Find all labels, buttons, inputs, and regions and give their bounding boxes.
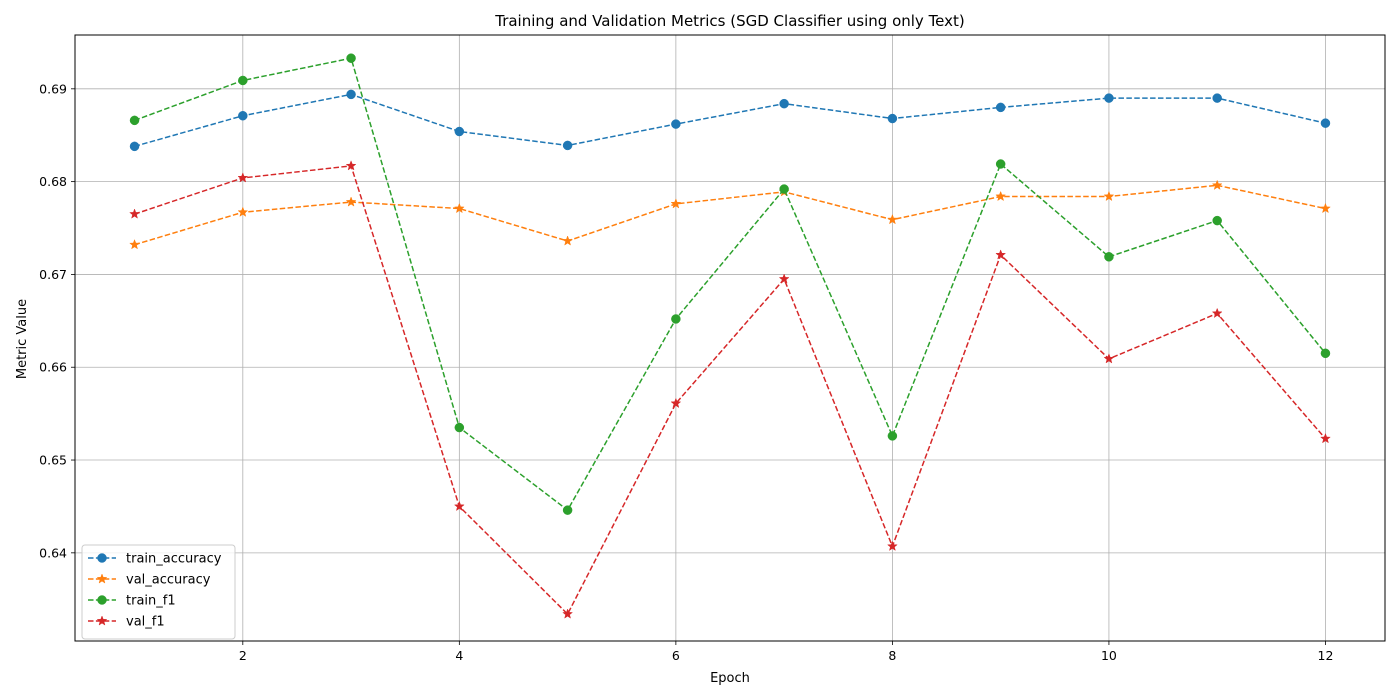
legend-marker [97, 595, 107, 605]
y-tick-label: 0.67 [39, 267, 67, 282]
x-tick-label: 12 [1318, 648, 1334, 663]
data-point [886, 213, 898, 225]
data-point [129, 239, 140, 250]
plot-area-frame [74, 34, 1386, 642]
data-point [346, 53, 356, 63]
y-tick-label: 0.66 [39, 360, 67, 375]
x-tick-label: 4 [455, 648, 463, 663]
data-point [1320, 118, 1331, 128]
data-point [453, 202, 465, 214]
legend-entry-val_accuracy: val_accuracy [88, 573, 211, 588]
legend-box [81, 544, 236, 640]
data-point [887, 113, 898, 124]
data-point [995, 159, 1006, 169]
data-point [562, 505, 573, 515]
series-line-val_f1 [134, 165, 1327, 616]
data-point [562, 235, 574, 246]
data-point [345, 160, 357, 171]
legend-marker [96, 573, 108, 584]
data-point [1320, 348, 1331, 359]
y-tick-label: 0.64 [39, 545, 67, 560]
x-tick-label: 6 [672, 648, 680, 663]
legend-entry-train_accuracy: train_accuracy [88, 552, 222, 567]
x-tick-label: 10 [1101, 648, 1117, 663]
data-point [1211, 179, 1223, 190]
data-point [671, 314, 681, 324]
data-point [670, 397, 682, 409]
chart-title: Training and Validation Metrics (SGD Cla… [494, 12, 965, 30]
data-point [129, 208, 140, 219]
legend: train_accuracy val_accuracy train_f1 val_f1 [81, 544, 236, 640]
y-tick-label: 0.69 [39, 81, 67, 96]
data-point [1104, 93, 1114, 103]
data-point [454, 422, 465, 433]
series-train_f1 [129, 53, 1331, 515]
data-point [778, 273, 790, 284]
data-point [453, 500, 465, 512]
data-point [562, 608, 574, 619]
series-train_accuracy [129, 89, 1331, 152]
legend-label: val_accuracy [126, 573, 211, 588]
data-point [1320, 432, 1331, 444]
data-point [1103, 190, 1115, 202]
x-tick-label: 8 [888, 648, 896, 663]
series-line-train_accuracy [134, 93, 1326, 148]
data-point [779, 184, 789, 194]
data-point [995, 102, 1006, 113]
data-point [129, 141, 140, 152]
data-point [346, 89, 356, 100]
grid-lines [75, 35, 1385, 641]
axis-ticks: 2 4 6 8 10 12 0.64 0.65 0.66 0.67 0.68 0.69 [39, 81, 1333, 663]
series-line-val_accuracy [134, 184, 1326, 246]
data-point [671, 119, 681, 129]
legend-entry-val_f1: val_f1 [88, 615, 165, 630]
data-point [1212, 93, 1222, 103]
legend-marker [97, 553, 107, 563]
series-val_f1 [129, 160, 1331, 619]
data-point [237, 172, 249, 183]
data-point [129, 115, 140, 126]
data-point [562, 140, 573, 151]
data-point [238, 75, 248, 86]
x-axis-label: Epoch [710, 671, 750, 686]
y-axis-label: Metric Value [15, 299, 30, 379]
series-lines [129, 53, 1331, 619]
data-point [1103, 353, 1115, 364]
data-point [1211, 307, 1223, 319]
data-point [886, 540, 898, 551]
data-point [238, 110, 248, 121]
legend-label: train_f1 [126, 594, 176, 609]
data-point [1104, 252, 1114, 262]
y-tick-label: 0.68 [39, 174, 67, 189]
data-point [345, 196, 357, 207]
legend-entry-train_f1: train_f1 [88, 594, 176, 609]
legend-marker [96, 615, 108, 626]
legend-label: val_f1 [126, 615, 165, 630]
data-point [1320, 202, 1331, 214]
data-point [995, 190, 1007, 202]
data-point [995, 249, 1007, 260]
y-tick-label: 0.65 [39, 453, 67, 468]
data-point [670, 198, 682, 209]
x-tick-label: 2 [239, 648, 247, 663]
data-point [454, 126, 465, 137]
legend-label: train_accuracy [126, 552, 222, 567]
series-val_accuracy [129, 179, 1331, 250]
data-point [237, 206, 249, 217]
data-point [779, 98, 789, 109]
data-point [1212, 215, 1222, 226]
series-line-train_f1 [134, 57, 1327, 512]
data-point [887, 431, 898, 441]
